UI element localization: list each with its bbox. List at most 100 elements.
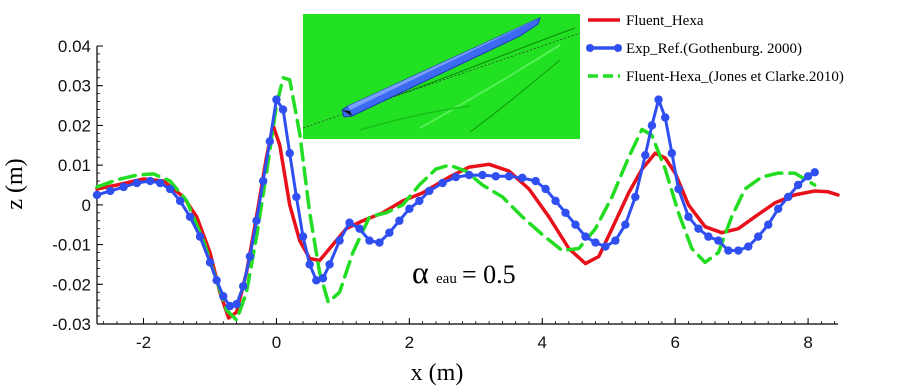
legend-marker	[614, 44, 622, 52]
data-point	[611, 236, 620, 245]
x-ticks: -2 0 2 4 6 8	[103, 318, 836, 352]
data-point	[305, 260, 314, 269]
data-point	[405, 204, 414, 214]
data-point	[631, 192, 640, 202]
data-point	[415, 196, 424, 206]
data-point	[425, 186, 434, 196]
y-axis-title: z (m)	[2, 158, 28, 209]
data-point	[155, 178, 165, 188]
data-point	[571, 220, 580, 229]
data-point	[744, 242, 753, 251]
ship-hull-wave-pattern-image	[303, 14, 580, 139]
data-point	[265, 137, 274, 146]
legend-label: Fluent_Hexa	[626, 13, 704, 29]
data-point	[258, 176, 268, 186]
series-line	[95, 123, 840, 320]
wave-pattern-4	[359, 105, 471, 131]
data-point	[621, 220, 630, 229]
series-line	[95, 76, 817, 322]
data-point	[145, 176, 155, 186]
data-point	[754, 232, 763, 241]
data-point	[531, 176, 540, 186]
alpha-subscript: eau	[436, 271, 457, 287]
data-point	[278, 105, 288, 114]
wave-pattern-3	[469, 59, 561, 133]
data-point	[92, 190, 102, 200]
data-point	[694, 224, 703, 233]
y-ticks: 0.04 0.03 0.02 0.01 0 -0.01 -0.02 -0.03	[52, 37, 103, 334]
data-point	[272, 95, 281, 104]
data-point	[581, 232, 590, 241]
data-point	[601, 242, 610, 251]
data-point	[285, 149, 294, 158]
data-point	[561, 208, 570, 217]
data-point	[318, 274, 328, 283]
data-point	[325, 260, 334, 269]
legend-marker	[586, 44, 594, 52]
data-point	[385, 228, 394, 237]
y-tick-label: -0.02	[52, 275, 91, 294]
data-point	[298, 232, 308, 241]
data-point	[518, 173, 527, 183]
data-point	[647, 121, 657, 130]
data-point	[225, 301, 235, 311]
data-point	[591, 238, 600, 247]
ship-deck-icon	[348, 18, 540, 110]
data-point	[641, 151, 650, 160]
data-point	[438, 178, 447, 188]
alpha-symbol: α	[412, 254, 429, 290]
data-point	[232, 299, 241, 309]
y-tick-label: 0.02	[58, 116, 91, 135]
data-point	[793, 180, 803, 190]
x-tick-label: 2	[405, 333, 414, 352]
data-point	[212, 276, 221, 285]
legend-label: Exp_Ref.(Gothenburg. 2000)	[626, 41, 802, 57]
data-point	[175, 196, 185, 206]
data-point	[375, 238, 384, 247]
data-point	[292, 192, 301, 202]
inset-background	[303, 14, 580, 139]
axes: 0.04 0.03 0.02 0.01 0 -0.01 -0.02 -0.03 -2 0 2 4 6 8	[52, 37, 838, 352]
y-tick-label: 0.04	[58, 37, 91, 56]
data-point	[661, 113, 670, 122]
x-tick-label: 8	[803, 333, 812, 352]
data-point	[395, 216, 404, 225]
data-point	[205, 258, 215, 267]
data-point	[491, 172, 500, 181]
data-point	[464, 170, 474, 180]
y-tick-label: 0	[82, 196, 91, 215]
x-axis-title: x (m)	[411, 360, 464, 386]
y-tick-label: 0.03	[58, 77, 91, 96]
data-point	[714, 236, 723, 245]
y-tick-label: 0.01	[58, 156, 91, 175]
data-point	[803, 172, 813, 181]
data-point	[345, 218, 354, 227]
data-point	[504, 172, 514, 181]
x-tick-label: 4	[538, 333, 547, 352]
data-point	[764, 220, 773, 229]
series-2	[95, 76, 817, 322]
data-point	[810, 168, 819, 177]
data-point	[724, 246, 733, 255]
x-tick-label: 0	[272, 333, 281, 352]
data-point	[335, 236, 344, 245]
data-point	[451, 172, 461, 182]
series-0	[95, 123, 840, 320]
data-point	[355, 224, 364, 233]
data-point	[551, 196, 560, 206]
data-point	[674, 184, 683, 194]
data-point	[239, 282, 248, 291]
data-point	[478, 170, 487, 180]
data-point	[783, 192, 793, 202]
data-point	[541, 184, 550, 194]
data-point	[365, 236, 374, 245]
data-point	[773, 204, 783, 214]
wave-pattern-2	[419, 44, 561, 129]
legend: Fluent_Hexa Exp_Ref.(Gothenburg. 2000) Flu…	[586, 13, 844, 85]
y-tick-label: -0.03	[52, 315, 91, 334]
series-layer	[92, 76, 840, 322]
legend-label: Fluent-Hexa_(Jones et Clarke.2010)	[626, 69, 844, 85]
series-1	[92, 95, 819, 311]
data-point	[704, 232, 713, 241]
data-point	[684, 212, 693, 221]
